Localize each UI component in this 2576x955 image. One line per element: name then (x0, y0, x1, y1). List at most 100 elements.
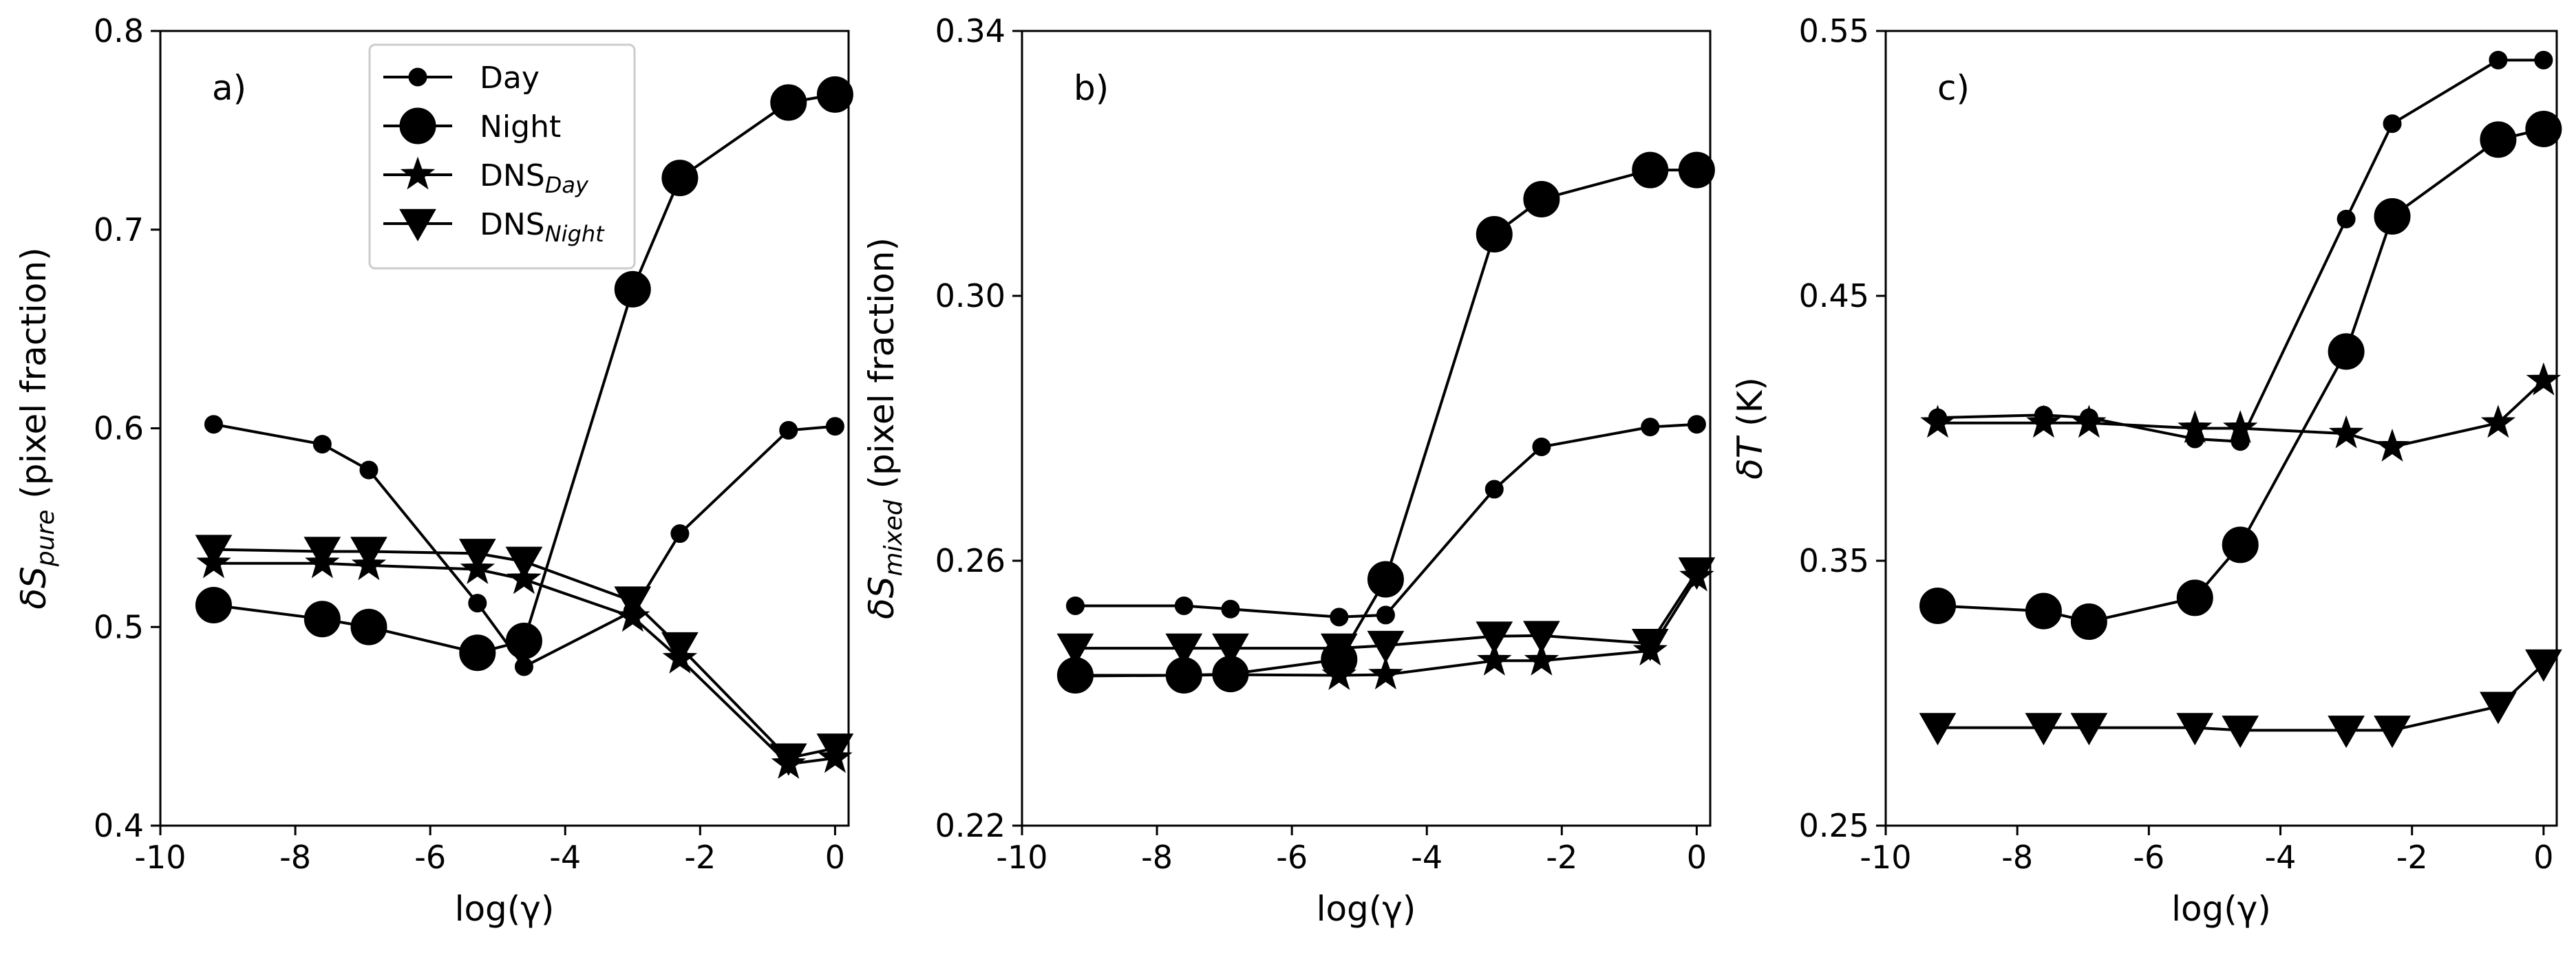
data-point (1367, 630, 1405, 663)
x-tick-label: -6 (414, 839, 446, 876)
x-axis-label: log(γ) (455, 889, 555, 929)
x-tick-label: -4 (2265, 839, 2297, 876)
data-point (825, 417, 844, 436)
y-tick-label: 0.25 (1799, 807, 1869, 844)
series-line (1937, 58, 2544, 443)
data-point (505, 546, 543, 579)
y-tick-label: 0.8 (94, 12, 144, 50)
series-dns-night (1056, 557, 1716, 666)
data-point (1641, 418, 1660, 437)
data-point (670, 524, 690, 544)
data-point (1477, 642, 1512, 676)
y-tick-label: 0.26 (935, 542, 1005, 579)
y-axis-label: δSmixed (pixel fraction) (862, 237, 908, 619)
data-point (816, 733, 854, 766)
data-point (661, 160, 699, 197)
data-point (1532, 437, 1551, 456)
legend-entry: DNSDay (383, 156, 589, 198)
legend-marker (399, 208, 436, 242)
x-axis-label: log(γ) (1317, 889, 1416, 929)
y-tick-label: 0.22 (935, 807, 1005, 844)
data-point (1065, 596, 1085, 615)
legend-marker (408, 67, 427, 87)
data-point (2534, 50, 2553, 69)
y-tick-label: 0.45 (1799, 277, 1869, 314)
series-night (195, 76, 853, 672)
legend-label-subscript: Day (545, 172, 589, 198)
data-point (2383, 114, 2402, 133)
data-point (1524, 642, 1560, 676)
x-tick-label: -6 (1276, 839, 1308, 876)
data-point (1678, 557, 1716, 590)
y-label-units: (pixel fraction) (14, 247, 54, 509)
data-point (1523, 621, 1560, 654)
data-point (204, 415, 223, 434)
data-point (1367, 561, 1404, 598)
data-point (770, 84, 807, 121)
y-label-symbol: δS (862, 577, 902, 619)
data-point (1221, 599, 1240, 619)
data-point (2025, 592, 2062, 630)
y-label-subscript: mixed (880, 499, 908, 577)
series-dns-night (195, 535, 854, 776)
y-tick-label: 0.4 (94, 807, 144, 844)
series-day (1928, 50, 2553, 451)
data-point (312, 435, 332, 454)
data-point (1058, 657, 1093, 691)
x-axis-label: log(γ) (2171, 889, 2271, 929)
data-point (1213, 656, 1248, 690)
x-tick-label: -4 (1411, 839, 1443, 876)
y-label-units: (pixel fraction) (862, 237, 902, 500)
data-point (2374, 716, 2411, 749)
panel-label: c) (1937, 68, 1970, 108)
x-tick-label: -8 (1141, 839, 1173, 876)
series-day (1065, 415, 1706, 627)
series-dns-night (1919, 649, 2562, 749)
data-point (1687, 415, 1706, 434)
data-point (1212, 633, 1249, 666)
y-tick-label: 0.35 (1799, 542, 1869, 579)
data-point (350, 608, 387, 645)
data-point (459, 634, 496, 672)
data-point (2480, 121, 2517, 158)
data-point (2480, 691, 2517, 725)
data-point (2176, 579, 2213, 616)
data-point (2222, 409, 2258, 443)
data-point (779, 420, 798, 440)
data-point (350, 537, 387, 570)
data-point (1678, 151, 1715, 189)
x-tick-label: -2 (2396, 839, 2428, 876)
y-tick-label: 0.6 (94, 410, 144, 447)
y-label-symbol: δT (1730, 435, 1770, 480)
y-tick-label: 0.34 (935, 12, 1005, 50)
data-point (2026, 405, 2061, 438)
legend-label: Night (480, 109, 561, 144)
data-point (1376, 605, 1395, 625)
data-point (2176, 713, 2214, 746)
x-tick-label: 0 (825, 839, 845, 876)
data-point (1476, 621, 1513, 654)
data-point (2328, 333, 2365, 370)
data-point (1484, 480, 1504, 499)
data-point (1523, 180, 1560, 217)
data-point (1165, 633, 1203, 666)
data-point (2222, 526, 2259, 564)
data-point (2374, 198, 2411, 235)
y-label-units: (K) (1730, 377, 1770, 438)
x-tick-label: 0 (2533, 839, 2553, 876)
data-point (1368, 656, 1403, 690)
data-point (2374, 428, 2410, 462)
data-point (2178, 409, 2213, 443)
data-point (2222, 716, 2259, 749)
x-tick-label: -2 (684, 839, 716, 876)
y-tick-label: 0.30 (935, 277, 1005, 314)
data-point (769, 743, 807, 776)
y-label-subscript: pure (32, 510, 60, 568)
legend-label-subscript: Night (545, 221, 605, 247)
x-tick-label: -8 (279, 839, 311, 876)
data-point (1920, 405, 1955, 438)
data-point (1167, 656, 1202, 690)
panel-1: -10 -8 -6 -4 -2 0 0.4 0.5 0.6 0.7 0.8 log(γ) δSpure … (14, 12, 854, 929)
y-tick-label: 0.5 (94, 608, 144, 645)
